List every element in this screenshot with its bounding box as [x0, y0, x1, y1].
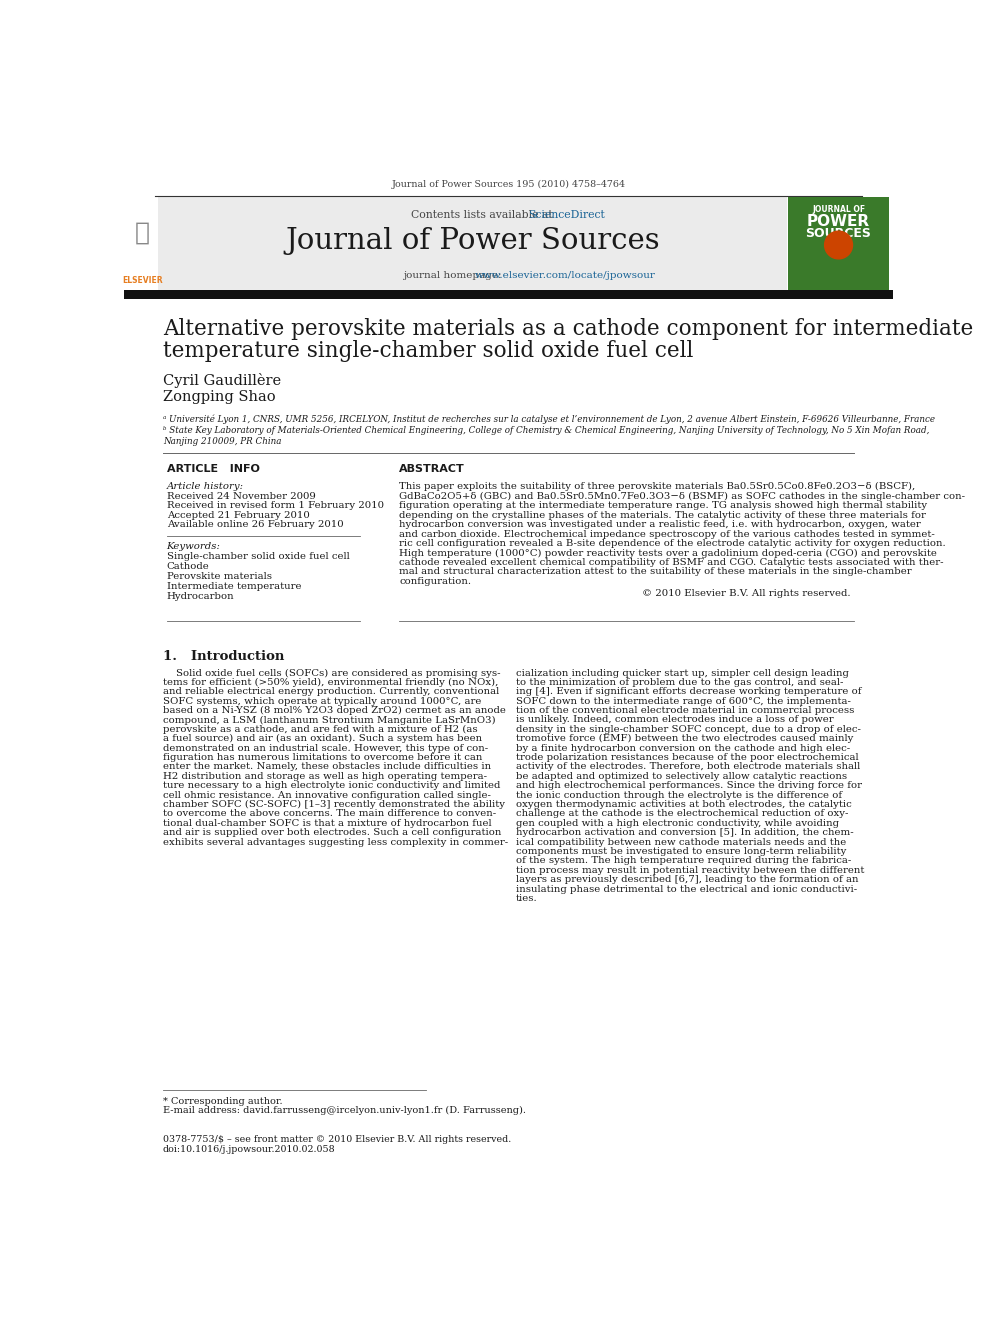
- Text: demonstrated on an industrial scale. However, this type of con-: demonstrated on an industrial scale. How…: [163, 744, 488, 753]
- Text: and air is supplied over both electrodes. Such a cell configuration: and air is supplied over both electrodes…: [163, 828, 501, 837]
- Text: Perovskite materials: Perovskite materials: [167, 573, 272, 581]
- Text: activity of the electrodes. Therefore, both electrode materials shall: activity of the electrodes. Therefore, b…: [516, 762, 860, 771]
- Text: E-mail address: david.farrusseng@ircelyon.univ-lyon1.fr (D. Farrusseng).: E-mail address: david.farrusseng@ircelyo…: [163, 1106, 526, 1115]
- Text: ing [4]. Even if significant efforts decrease working temperature of: ing [4]. Even if significant efforts dec…: [516, 687, 862, 696]
- Text: Single-chamber solid oxide fuel cell: Single-chamber solid oxide fuel cell: [167, 552, 349, 561]
- Circle shape: [824, 232, 852, 259]
- Text: ric cell configuration revealed a B-site dependence of the electrode catalytic a: ric cell configuration revealed a B-site…: [399, 538, 946, 548]
- Text: 1.   Introduction: 1. Introduction: [163, 650, 284, 663]
- Text: mal and structural characterization attest to the suitability of these materials: mal and structural characterization atte…: [399, 568, 912, 577]
- Text: SOFC systems, which operate at typically around 1000°C, are: SOFC systems, which operate at typically…: [163, 697, 481, 705]
- Text: Journal of Power Sources: Journal of Power Sources: [286, 226, 660, 254]
- Text: Received in revised form 1 February 2010: Received in revised form 1 February 2010: [167, 501, 384, 511]
- Text: ScienceDirect: ScienceDirect: [528, 209, 604, 220]
- Text: Solid oxide fuel cells (SOFCs) are considered as promising sys-: Solid oxide fuel cells (SOFCs) are consi…: [163, 668, 500, 677]
- Text: oxygen thermodynamic activities at both electrodes, the catalytic: oxygen thermodynamic activities at both …: [516, 800, 852, 810]
- FancyBboxPatch shape: [789, 197, 889, 290]
- Text: a fuel source) and air (as an oxidant). Such a system has been: a fuel source) and air (as an oxidant). …: [163, 734, 482, 744]
- Text: and reliable electrical energy production. Currently, conventional: and reliable electrical energy productio…: [163, 687, 499, 696]
- Text: figuration has numerous limitations to overcome before it can: figuration has numerous limitations to o…: [163, 753, 482, 762]
- Text: and carbon dioxide. Electrochemical impedance spectroscopy of the various cathod: and carbon dioxide. Electrochemical impe…: [399, 529, 934, 538]
- Text: Intermediate temperature: Intermediate temperature: [167, 582, 302, 591]
- Text: 0378-7753/$ – see front matter © 2010 Elsevier B.V. All rights reserved.: 0378-7753/$ – see front matter © 2010 El…: [163, 1135, 511, 1144]
- Text: perovskite as a cathode, and are fed with a mixture of H2 (as: perovskite as a cathode, and are fed wit…: [163, 725, 477, 734]
- Text: is unlikely. Indeed, common electrodes induce a loss of power: is unlikely. Indeed, common electrodes i…: [516, 716, 833, 725]
- Text: hydrocarbon activation and conversion [5]. In addition, the chem-: hydrocarbon activation and conversion [5…: [516, 828, 854, 837]
- Text: tion process may result in potential reactivity between the different: tion process may result in potential rea…: [516, 865, 864, 875]
- Text: tromotive force (EMF) between the two electrodes caused mainly: tromotive force (EMF) between the two el…: [516, 734, 853, 744]
- Text: by a finite hydrocarbon conversion on the cathode and high elec-: by a finite hydrocarbon conversion on th…: [516, 744, 850, 753]
- Text: and high electrochemical performances. Since the driving force for: and high electrochemical performances. S…: [516, 781, 862, 790]
- Text: * Corresponding author.: * Corresponding author.: [163, 1097, 283, 1106]
- Text: hydrocarbon conversion was investigated under a realistic feed, i.e. with hydroc: hydrocarbon conversion was investigated …: [399, 520, 921, 529]
- Text: insulating phase detrimental to the electrical and ionic conductivi-: insulating phase detrimental to the elec…: [516, 885, 857, 893]
- Text: exhibits several advantages suggesting less complexity in commer-: exhibits several advantages suggesting l…: [163, 837, 508, 847]
- Text: gen coupled with a high electronic conductivity, while avoiding: gen coupled with a high electronic condu…: [516, 819, 839, 828]
- Text: enter the market. Namely, these obstacles include difficulties in: enter the market. Namely, these obstacle…: [163, 762, 491, 771]
- Text: SOFC down to the intermediate range of 600°C, the implementa-: SOFC down to the intermediate range of 6…: [516, 697, 851, 705]
- Text: ture necessary to a high electrolyte ionic conductivity and limited: ture necessary to a high electrolyte ion…: [163, 781, 500, 790]
- Text: ELSEVIER: ELSEVIER: [122, 275, 163, 284]
- Text: components must be investigated to ensure long-term reliability: components must be investigated to ensur…: [516, 847, 846, 856]
- Text: Cathode: Cathode: [167, 562, 209, 572]
- Text: be adapted and optimized to selectively allow catalytic reactions: be adapted and optimized to selectively …: [516, 771, 847, 781]
- Text: cialization including quicker start up, simpler cell design leading: cialization including quicker start up, …: [516, 668, 849, 677]
- Text: High temperature (1000°C) powder reactivity tests over a gadolinium doped-ceria : High temperature (1000°C) powder reactiv…: [399, 549, 937, 557]
- FancyBboxPatch shape: [158, 197, 788, 290]
- Text: Received 24 November 2009: Received 24 November 2009: [167, 492, 315, 501]
- Text: to the minimization of problem due to the gas control, and seal-: to the minimization of problem due to th…: [516, 677, 843, 687]
- FancyBboxPatch shape: [128, 198, 158, 288]
- Text: ᵃ Université Lyon 1, CNRS, UMR 5256, IRCELYON, Institut de recherches sur la cat: ᵃ Université Lyon 1, CNRS, UMR 5256, IRC…: [163, 414, 934, 423]
- Text: tional dual-chamber SOFC is that a mixture of hydrocarbon fuel: tional dual-chamber SOFC is that a mixtu…: [163, 819, 491, 828]
- Text: layers as previously described [6,7], leading to the formation of an: layers as previously described [6,7], le…: [516, 876, 859, 884]
- Text: tems for efficient (>50% yield), environmental friendly (no NOx),: tems for efficient (>50% yield), environ…: [163, 677, 498, 687]
- Text: Keywords:: Keywords:: [167, 542, 220, 552]
- Text: ᵇ State Key Laboratory of Materials-Oriented Chemical Engineering, College of Ch: ᵇ State Key Laboratory of Materials-Orie…: [163, 426, 930, 435]
- Text: tion of the conventional electrode material in commercial process: tion of the conventional electrode mater…: [516, 706, 854, 714]
- Text: Cyril Gaudillère: Cyril Gaudillère: [163, 373, 281, 388]
- Text: ical compatibility between new cathode materials needs and the: ical compatibility between new cathode m…: [516, 837, 846, 847]
- Text: GdBaCo2O5+δ (GBC) and Ba0.5Sr0.5Mn0.7Fe0.3O3−δ (BSMF) as SOFC cathodes in the si: GdBaCo2O5+δ (GBC) and Ba0.5Sr0.5Mn0.7Fe0…: [399, 492, 965, 501]
- Text: challenge at the cathode is the electrochemical reduction of oxy-: challenge at the cathode is the electroc…: [516, 810, 848, 819]
- Text: SOURCES: SOURCES: [806, 226, 872, 239]
- Text: www.elsevier.com/locate/jpowsour: www.elsevier.com/locate/jpowsour: [475, 271, 656, 280]
- Text: figuration operating at the intermediate temperature range. TG analysis showed h: figuration operating at the intermediate…: [399, 501, 928, 511]
- Text: Available online 26 February 2010: Available online 26 February 2010: [167, 520, 343, 529]
- Text: temperature single-chamber solid oxide fuel cell: temperature single-chamber solid oxide f…: [163, 340, 693, 361]
- Text: Journal of Power Sources 195 (2010) 4758–4764: Journal of Power Sources 195 (2010) 4758…: [392, 180, 625, 189]
- Text: This paper exploits the suitability of three perovskite materials Ba0.5Sr0.5Co0.: This paper exploits the suitability of t…: [399, 482, 916, 491]
- Text: to overcome the above concerns. The main difference to conven-: to overcome the above concerns. The main…: [163, 810, 496, 819]
- Text: 🌳: 🌳: [135, 221, 150, 245]
- Text: Nanjing 210009, PR China: Nanjing 210009, PR China: [163, 437, 282, 446]
- Text: ties.: ties.: [516, 894, 538, 904]
- Text: ARTICLE   INFO: ARTICLE INFO: [167, 464, 260, 475]
- Text: journal homepage:: journal homepage:: [403, 271, 505, 280]
- Text: trode polarization resistances because of the poor electrochemical: trode polarization resistances because o…: [516, 753, 859, 762]
- Text: H2 distribution and storage as well as high operating tempera-: H2 distribution and storage as well as h…: [163, 771, 487, 781]
- Text: chamber SOFC (SC-SOFC) [1–3] recently demonstrated the ability: chamber SOFC (SC-SOFC) [1–3] recently de…: [163, 800, 505, 810]
- Text: density in the single-chamber SOFC concept, due to a drop of elec-: density in the single-chamber SOFC conce…: [516, 725, 861, 734]
- Text: Alternative perovskite materials as a cathode component for intermediate: Alternative perovskite materials as a ca…: [163, 318, 973, 340]
- Text: the ionic conduction through the electrolyte is the difference of: the ionic conduction through the electro…: [516, 791, 842, 799]
- Text: Hydrocarbon: Hydrocarbon: [167, 593, 234, 601]
- Text: JOURNAL OF: JOURNAL OF: [812, 205, 865, 214]
- Text: based on a Ni-YSZ (8 mol% Y2O3 doped ZrO2) cermet as an anode: based on a Ni-YSZ (8 mol% Y2O3 doped ZrO…: [163, 706, 506, 716]
- Text: depending on the crystalline phases of the materials. The catalytic activity of : depending on the crystalline phases of t…: [399, 511, 926, 520]
- Text: cell ohmic resistance. An innovative configuration called single-: cell ohmic resistance. An innovative con…: [163, 791, 491, 799]
- Text: configuration.: configuration.: [399, 577, 471, 586]
- Text: of the system. The high temperature required during the fabrica-: of the system. The high temperature requ…: [516, 856, 851, 865]
- Text: Accepted 21 February 2010: Accepted 21 February 2010: [167, 511, 310, 520]
- Text: © 2010 Elsevier B.V. All rights reserved.: © 2010 Elsevier B.V. All rights reserved…: [643, 590, 851, 598]
- Text: Zongping Shao: Zongping Shao: [163, 390, 276, 404]
- Text: cathode revealed excellent chemical compatibility of BSMF and CGO. Catalytic tes: cathode revealed excellent chemical comp…: [399, 558, 943, 568]
- Text: POWER: POWER: [806, 214, 870, 229]
- Text: compound, a LSM (lanthanum Strontium Manganite LaSrMnO3): compound, a LSM (lanthanum Strontium Man…: [163, 716, 495, 725]
- Text: ABSTRACT: ABSTRACT: [399, 464, 465, 475]
- Text: Article history:: Article history:: [167, 482, 244, 491]
- Text: Contents lists available at: Contents lists available at: [411, 209, 556, 220]
- FancyBboxPatch shape: [124, 291, 893, 299]
- Text: doi:10.1016/j.jpowsour.2010.02.058: doi:10.1016/j.jpowsour.2010.02.058: [163, 1146, 335, 1154]
